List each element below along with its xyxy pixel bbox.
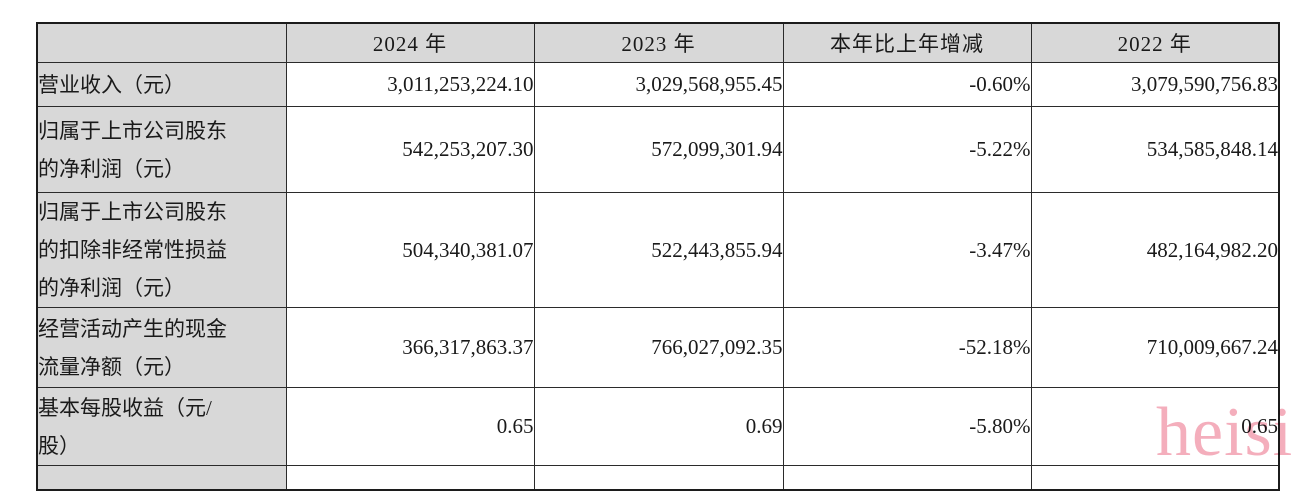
value-change: -5.80% bbox=[782, 387, 1032, 466]
value-change: -3.47% bbox=[782, 192, 1032, 308]
value-2022: 0.65 bbox=[1030, 387, 1280, 466]
row-label: 归属于上市公司股东 的扣除非经常性损益 的净利润（元） bbox=[36, 192, 287, 308]
header-blank-cell bbox=[36, 22, 287, 63]
value-2024 bbox=[285, 465, 535, 490]
value-2022: 3,079,590,756.83 bbox=[1030, 62, 1280, 107]
financial-summary-table: 2024 年 2023 年 本年比上年增减 2022 年 营业收入（元） 3,0… bbox=[36, 22, 1280, 491]
value-change: -0.60% bbox=[782, 62, 1032, 107]
header-2024: 2024 年 bbox=[285, 22, 535, 63]
value-2023 bbox=[533, 465, 784, 490]
value-2022: 710,009,667.24 bbox=[1030, 307, 1280, 388]
value-2023: 572,099,301.94 bbox=[533, 106, 784, 193]
value-2024: 542,253,207.30 bbox=[285, 106, 535, 193]
value-2024: 504,340,381.07 bbox=[285, 192, 535, 308]
table-row: 归属于上市公司股东 的扣除非经常性损益 的净利润（元） 504,340,381.… bbox=[36, 192, 1280, 308]
header-2023: 2023 年 bbox=[533, 22, 784, 63]
value-2023: 522,443,855.94 bbox=[533, 192, 784, 308]
value-2022: 482,164,982.20 bbox=[1030, 192, 1280, 308]
value-2024: 0.65 bbox=[285, 387, 535, 466]
table-header-row: 2024 年 2023 年 本年比上年增减 2022 年 bbox=[36, 22, 1280, 63]
table-row: 营业收入（元） 3,011,253,224.10 3,029,568,955.4… bbox=[36, 62, 1280, 107]
row-label: 归属于上市公司股东 的净利润（元） bbox=[36, 106, 287, 193]
row-label: 基本每股收益（元/ 股） bbox=[36, 387, 287, 466]
value-2024: 3,011,253,224.10 bbox=[285, 62, 535, 107]
table-row: 归属于上市公司股东 的净利润（元） 542,253,207.30 572,099… bbox=[36, 106, 1280, 193]
value-2023: 0.69 bbox=[533, 387, 784, 466]
value-2024: 366,317,863.37 bbox=[285, 307, 535, 388]
value-2022: 534,585,848.14 bbox=[1030, 106, 1280, 193]
header-yoy-change: 本年比上年增减 bbox=[782, 22, 1032, 63]
header-2022: 2022 年 bbox=[1030, 22, 1280, 63]
row-label: 经营活动产生的现金 流量净额（元） bbox=[36, 307, 287, 388]
table-row: 经营活动产生的现金 流量净额（元） 366,317,863.37 766,027… bbox=[36, 307, 1280, 388]
value-change: -5.22% bbox=[782, 106, 1032, 193]
table-row: 基本每股收益（元/ 股） 0.65 0.69 -5.80% 0.65 bbox=[36, 387, 1280, 466]
value-2023: 766,027,092.35 bbox=[533, 307, 784, 388]
table-row-partial bbox=[36, 465, 1280, 490]
value-2023: 3,029,568,955.45 bbox=[533, 62, 784, 107]
value-change bbox=[782, 465, 1032, 490]
row-label: 营业收入（元） bbox=[36, 62, 287, 107]
value-2022 bbox=[1030, 465, 1280, 490]
row-label bbox=[36, 465, 287, 490]
value-change: -52.18% bbox=[782, 307, 1032, 388]
